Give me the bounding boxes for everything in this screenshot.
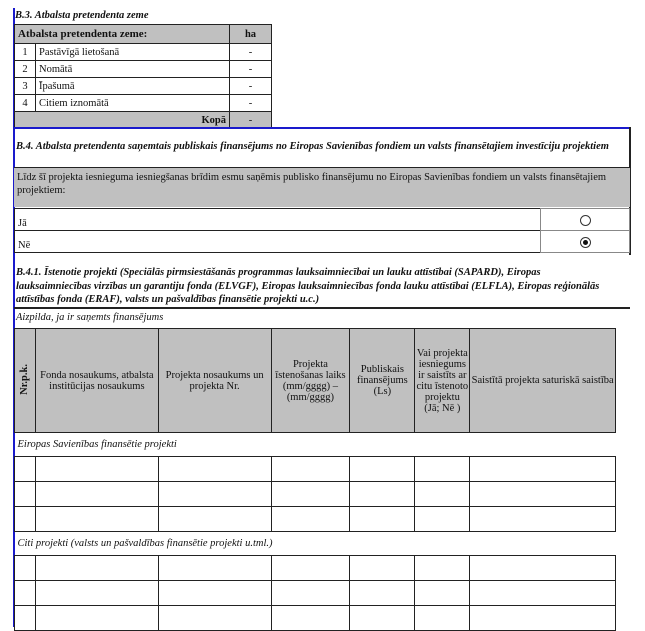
radio-button[interactable]: [579, 215, 591, 226]
table-row: [14, 506, 616, 532]
total-label: Kopā: [14, 111, 230, 129]
table-cell[interactable]: [157, 580, 272, 606]
projects-table: Nr.p.k. Fonda nosaukums, atbalsta institū…: [14, 328, 616, 631]
table-cell[interactable]: [414, 456, 471, 482]
row-value[interactable]: -: [229, 77, 272, 95]
table-cell[interactable]: [469, 506, 616, 532]
table-cell[interactable]: [14, 456, 36, 482]
row-number: 2: [14, 60, 36, 78]
table-cell[interactable]: [469, 555, 616, 581]
table-cell[interactable]: [469, 481, 616, 507]
total-value: -: [229, 111, 272, 129]
table-cell[interactable]: [157, 456, 272, 482]
table-cell[interactable]: [14, 580, 36, 606]
row-label: Pastāvīgā lietošanā: [35, 43, 230, 61]
column-header: Projekta nosaukums un projekta Nr.: [157, 328, 272, 433]
option-0-cell: [540, 208, 630, 231]
table-cell[interactable]: [349, 481, 416, 507]
table-cell[interactable]: [270, 506, 351, 532]
row-number: 4: [14, 94, 36, 112]
column-header: Nr.p.k.: [14, 328, 36, 433]
table-cell[interactable]: [414, 506, 471, 532]
table-cell[interactable]: [34, 481, 159, 507]
table-cell[interactable]: [34, 580, 159, 606]
land-row: 3 Īpašumā -: [14, 77, 272, 95]
row-label: Citiem iznomātā: [35, 94, 230, 112]
land-row: 4 Citiem iznomātā -: [14, 94, 272, 112]
option-0-label: Jā: [14, 208, 541, 231]
column-header: Publiskais finansējums (Ls): [349, 328, 416, 433]
table-cell[interactable]: [270, 456, 351, 482]
radio-button[interactable]: [579, 237, 591, 248]
table-cell[interactable]: [469, 456, 616, 482]
column-header: Fonda nosaukums, atbalsta institūcijas n…: [34, 328, 159, 433]
table-cell[interactable]: [469, 580, 616, 606]
table-cell[interactable]: [157, 555, 272, 581]
table-cell[interactable]: [349, 506, 416, 532]
table-cell[interactable]: [414, 481, 471, 507]
row-number: 3: [14, 77, 36, 95]
b41-note: Aizpilda, ja ir saņemts finansējums: [16, 312, 164, 323]
table-cell[interactable]: [34, 506, 159, 532]
land-row: 2 Nomātā -: [14, 60, 272, 78]
land-header: Atbalsta pretendenta zeme:: [14, 24, 230, 44]
table-row: [14, 481, 616, 507]
table-cell[interactable]: [34, 456, 159, 482]
table-cell[interactable]: [270, 481, 351, 507]
table-cell[interactable]: [270, 580, 351, 606]
table-cell[interactable]: [349, 580, 416, 606]
table-cell[interactable]: [157, 481, 272, 507]
table-cell[interactable]: [270, 555, 351, 581]
divider: [14, 307, 630, 309]
table-cell[interactable]: [414, 555, 471, 581]
table-cell[interactable]: [34, 555, 159, 581]
table-row: [14, 456, 616, 482]
table-cell[interactable]: [157, 506, 272, 532]
divider: [14, 127, 630, 129]
b41-title: B.4.1. Īstenotie projekti (Speciālās pir…: [16, 267, 600, 305]
b3-title: B.3. Atbalsta pretendenta zeme: [15, 10, 149, 21]
table-cell[interactable]: [414, 580, 471, 606]
option-1-label: Nē: [14, 230, 541, 253]
column-header: Vai projekta iesniegums ir saistīts ar c…: [414, 328, 471, 433]
table-cell[interactable]: [14, 481, 36, 507]
option-1-cell: [540, 230, 630, 253]
unit-header: ha: [229, 24, 272, 44]
row-label: Īpašumā: [35, 77, 230, 95]
table-row: [14, 580, 616, 606]
section-label: Citi projekti (valsts un pašvaldības fin…: [14, 531, 616, 556]
table-cell[interactable]: [349, 555, 416, 581]
section-label: Eiropas Savienības finansētie projekti: [14, 432, 616, 457]
row-number: 1: [14, 43, 36, 61]
column-header: Saistītā projekta saturiskā saistība: [469, 328, 616, 433]
row-label: Nomātā: [35, 60, 230, 78]
column-header: Projekta īstenošanas laiks (mm/gggg) – (…: [270, 328, 351, 433]
b4-title: B.4. Atbalsta pretendenta saņemtais publ…: [16, 141, 609, 152]
row-value[interactable]: -: [229, 43, 272, 61]
table-cell[interactable]: [349, 456, 416, 482]
land-row: 1 Pastāvīgā lietošanā -: [14, 43, 272, 61]
land-table: Atbalsta pretendenta zeme: ha 1 Pastāvīgā …: [14, 24, 272, 129]
table-cell[interactable]: [14, 555, 36, 581]
b4-question: Līdz šī projekta iesnieguma iesniegšanas…: [14, 167, 630, 207]
left-border: [13, 8, 15, 627]
row-value[interactable]: -: [229, 94, 272, 112]
table-row: [14, 555, 616, 581]
row-value[interactable]: -: [229, 60, 272, 78]
table-cell[interactable]: [14, 506, 36, 532]
